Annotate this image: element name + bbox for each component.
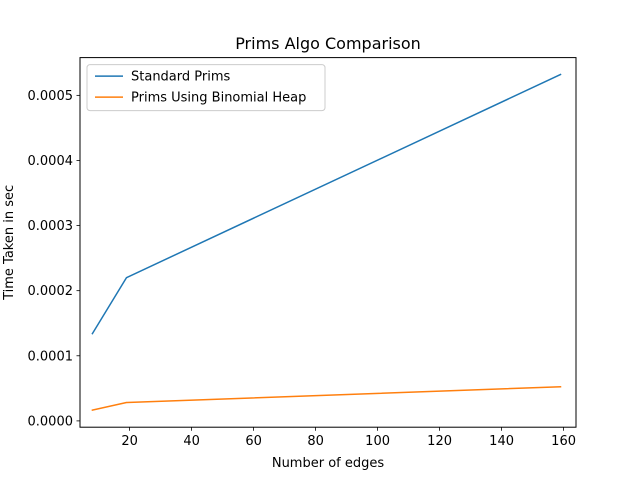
x-tick-label: 120 bbox=[427, 434, 452, 449]
x-tick-label: 160 bbox=[551, 434, 576, 449]
y-axis: 0.0000 0.0001 0.0002 0.0003 0.0004 0.0005 bbox=[28, 89, 80, 429]
x-axis-label: Number of edges bbox=[272, 456, 385, 471]
chart-title: Prims Algo Comparison bbox=[235, 34, 421, 53]
x-tick-label: 100 bbox=[365, 434, 390, 449]
y-axis-label: Time Taken in sec bbox=[2, 185, 17, 301]
x-tick-label: 40 bbox=[183, 434, 200, 449]
x-tick-label: 80 bbox=[307, 434, 324, 449]
plot-frame bbox=[79, 57, 577, 428]
y-tick-label: 0.0003 bbox=[28, 219, 74, 234]
y-tick-label: 0.0002 bbox=[28, 284, 74, 299]
x-tick-label: 60 bbox=[245, 434, 262, 449]
series-layer bbox=[91, 73, 562, 412]
x-tick-label: 140 bbox=[489, 434, 514, 449]
x-tick-label: 20 bbox=[121, 434, 138, 449]
y-tick-label: 0.0000 bbox=[28, 414, 74, 429]
series-line-1 bbox=[91, 73, 562, 335]
legend-label-1: Standard Prims bbox=[131, 70, 231, 85]
series-line-2 bbox=[91, 385, 562, 412]
y-tick-label: 0.0001 bbox=[28, 349, 74, 364]
legend-box bbox=[86, 64, 326, 112]
y-tick-label: 0.0005 bbox=[28, 89, 74, 104]
legend-label-2: Prims Using Binomial Heap bbox=[131, 91, 306, 106]
x-axis: 20 40 60 80 100 120 140 160 bbox=[121, 427, 576, 449]
legend: Standard Prims Prims Using Binomial Heap bbox=[86, 64, 326, 112]
y-tick-label: 0.0004 bbox=[28, 154, 74, 169]
